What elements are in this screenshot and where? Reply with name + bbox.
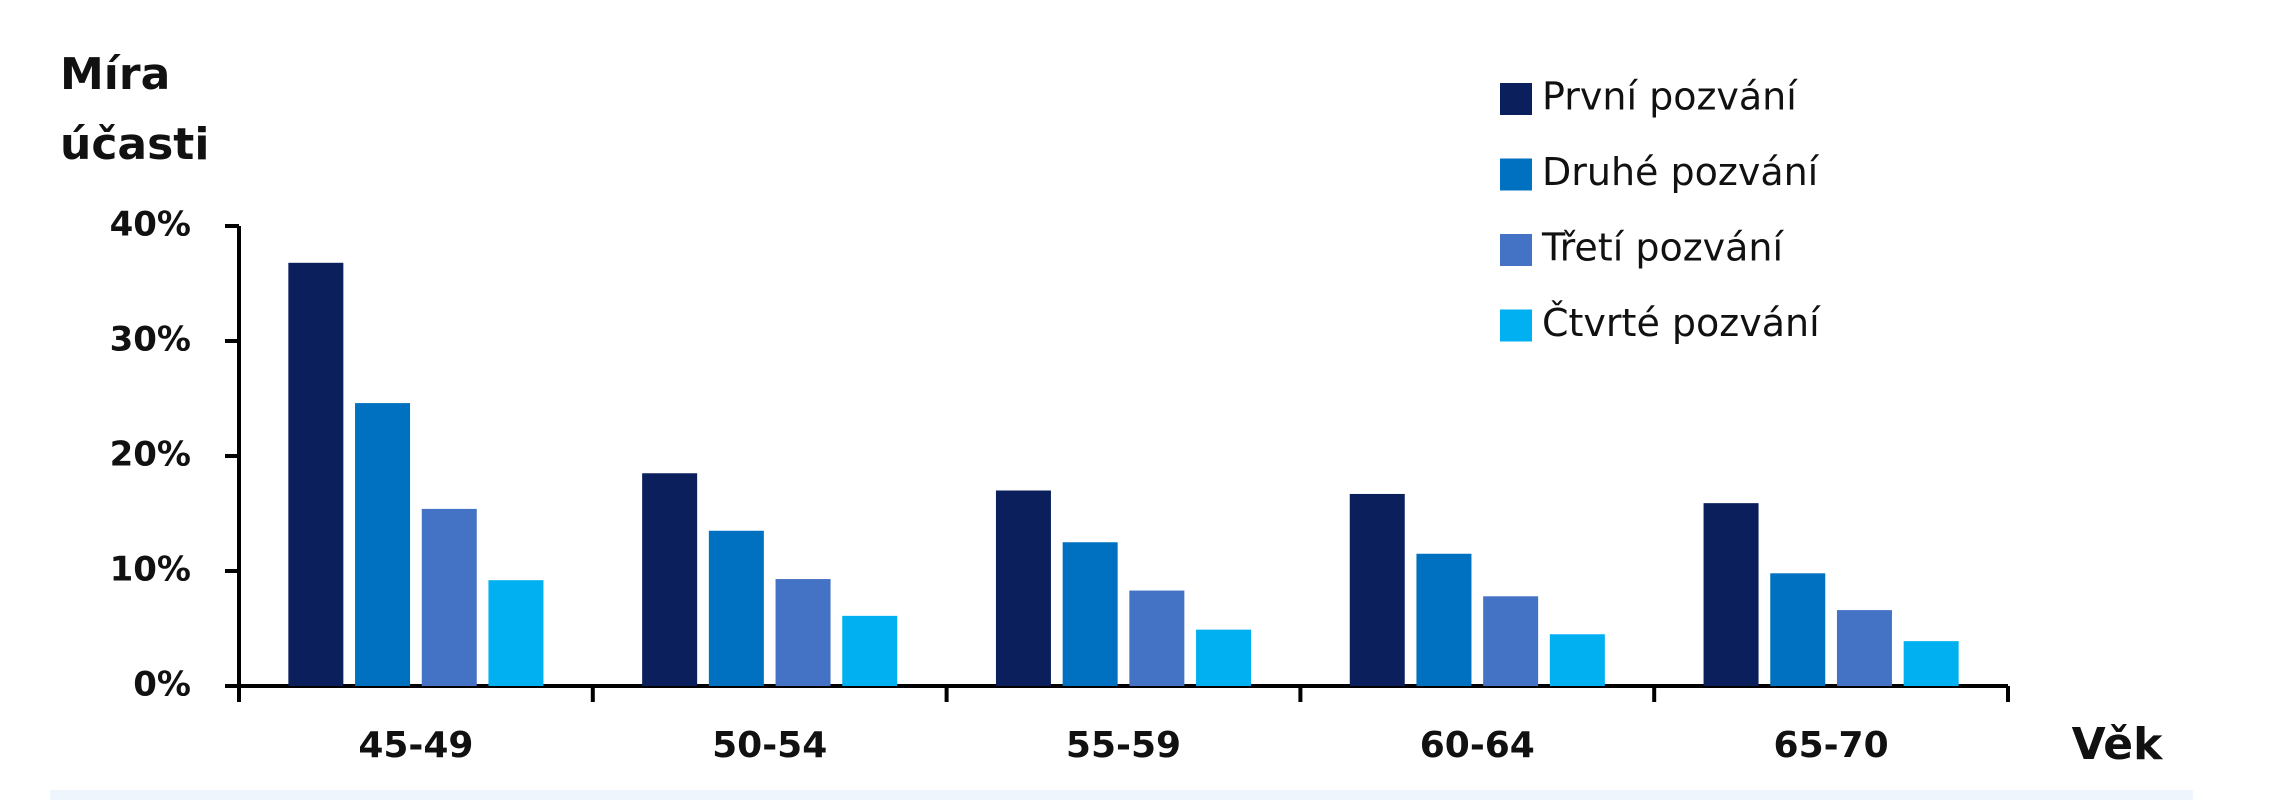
legend-swatch [1500, 234, 1532, 266]
bar [1416, 553, 1472, 686]
bar [1703, 503, 1759, 686]
y-axis-label: Míra účasti [60, 49, 210, 170]
bar [842, 615, 898, 686]
bar [642, 473, 698, 686]
y-tick-label: 20% [110, 435, 191, 475]
bar [1349, 493, 1405, 686]
bar [355, 403, 411, 686]
x-tick-label: 55-59 [1066, 725, 1181, 766]
legend-label: Čtvrté pozvání [1542, 301, 1821, 345]
bar [708, 530, 764, 686]
x-tick-label: 50-54 [712, 725, 827, 766]
bar [1770, 573, 1826, 686]
legend-swatch [1500, 83, 1532, 115]
y-tick-label: 30% [110, 320, 191, 360]
bar [775, 579, 831, 686]
y-tick-label: 40% [110, 205, 191, 245]
legend-label: Druhé pozvání [1542, 150, 1820, 194]
bar [1549, 634, 1605, 686]
legend-label: První pozvání [1542, 75, 1798, 119]
legend-swatch [1500, 309, 1532, 342]
y-tick-label: 0% [133, 665, 191, 705]
bar [421, 508, 477, 686]
bar [288, 262, 344, 686]
bar [1062, 542, 1118, 686]
bar [1836, 610, 1892, 686]
x-tick-label: 45-49 [358, 725, 473, 766]
bar [1196, 629, 1252, 686]
x-tick-label: 65-70 [1774, 725, 1889, 766]
x-axis-label: Věk [2072, 719, 2164, 770]
legend-label: Třetí pozvání [1541, 226, 1785, 270]
bar [995, 490, 1051, 686]
bar [1483, 596, 1539, 686]
bar [1903, 641, 1959, 686]
legend-swatch [1500, 158, 1532, 191]
bar [1129, 590, 1185, 686]
y-tick-label: 10% [110, 550, 191, 590]
x-tick-label: 60-64 [1420, 725, 1535, 766]
bottom-strip [50, 790, 2193, 800]
bar [488, 580, 544, 686]
